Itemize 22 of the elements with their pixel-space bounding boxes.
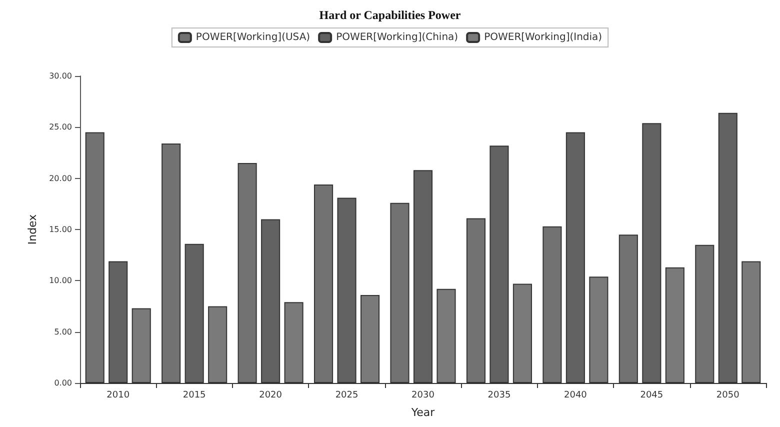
chart-title: Hard or Capabilities Power [319, 8, 462, 22]
x-tick-label: 2050 [716, 390, 740, 400]
legend-label: POWER[Working](USA) [196, 32, 310, 43]
x-tick-label: 2010 [106, 390, 130, 400]
y-axis-title: Index [26, 214, 40, 245]
y-tick-label: 20.00 [49, 174, 72, 183]
x-tick-label: 2025 [335, 390, 358, 400]
x-tick-label: 2015 [182, 390, 206, 400]
x-tick-label: 2030 [412, 390, 435, 400]
legend-label: POWER[Working](India) [484, 32, 602, 43]
y-tick-label: 10.00 [49, 276, 72, 286]
x-tick-label: 2035 [488, 390, 511, 400]
y-tick-label: 30.00 [49, 72, 72, 80]
legend-label: POWER[Working](China) [336, 32, 458, 43]
y-tick-label: 25.00 [49, 122, 72, 132]
x-tick-label: 2020 [259, 390, 282, 400]
y-tick-label: 15.00 [49, 225, 72, 234]
y-tick-label: 0.00 [54, 378, 72, 388]
x-tick-label: 2045 [640, 390, 664, 400]
x-tick-label: 2040 [564, 390, 588, 400]
y-tick-label: 5.00 [54, 327, 72, 336]
x-axis-title: Year [410, 406, 436, 419]
